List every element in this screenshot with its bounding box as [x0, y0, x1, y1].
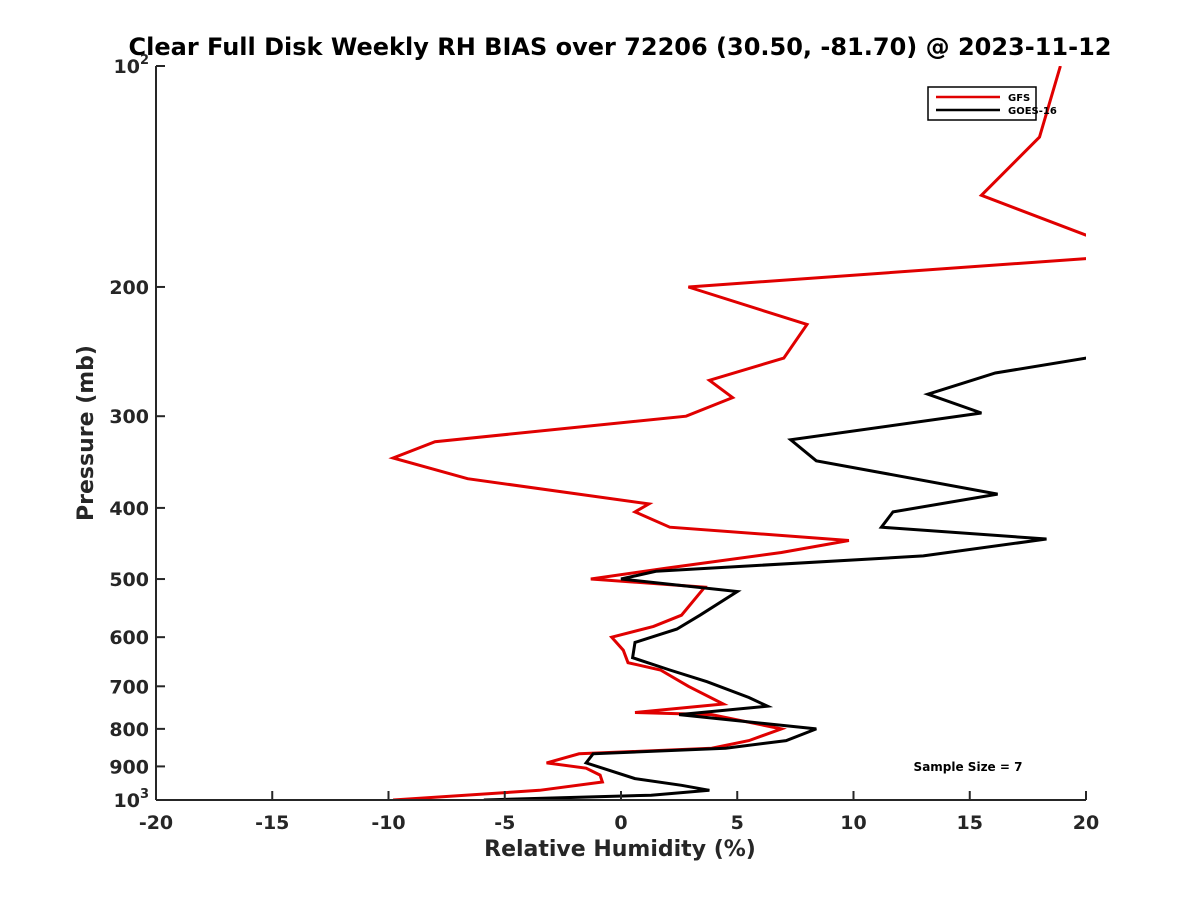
y-tick-label: 400: [109, 498, 149, 520]
legend-label-goes16: GOES-16: [1008, 106, 1057, 117]
series-lines: [388, 66, 1086, 800]
x-tick-label: -15: [255, 812, 289, 834]
chart-title: Clear Full Disk Weekly RH BIAS over 7220…: [129, 33, 1112, 61]
legend: GFS GOES-16: [927, 86, 1057, 121]
y-tick-label: 102: [114, 53, 150, 78]
sample-size-annotation: Sample Size = 7: [914, 760, 1023, 774]
x-tick-label: 20: [1073, 812, 1099, 834]
series-line-goes16: [483, 356, 1086, 800]
y-tick-label: 300: [109, 406, 149, 428]
x-tick-label: 15: [957, 812, 983, 834]
axes: -20 -15 -10 -5 0 5 10 15 20 102 200 300 400 500 600 700…: [109, 53, 1099, 834]
y-tick-label: 900: [109, 756, 149, 778]
x-tick-label: -5: [494, 812, 515, 834]
y-tick-label: 800: [109, 719, 149, 741]
legend-box: [927, 86, 1037, 121]
x-tick-label: -20: [139, 812, 173, 834]
y-tick-label: 700: [109, 676, 149, 698]
legend-label-gfs: GFS: [1008, 93, 1030, 104]
y-tick-label: 500: [109, 569, 149, 591]
x-axis-label: Relative Humidity (%): [484, 837, 756, 862]
x-tick-label: 5: [731, 812, 744, 834]
y-axis-label: Pressure (mb): [74, 345, 99, 521]
y-tick-label: 103: [114, 787, 150, 812]
x-tick-label: 10: [840, 812, 866, 834]
x-tick-label: 0: [614, 812, 627, 834]
y-tick-label: 600: [109, 627, 149, 649]
y-tick-label: 200: [109, 277, 149, 299]
x-tick-label: -10: [371, 812, 405, 834]
